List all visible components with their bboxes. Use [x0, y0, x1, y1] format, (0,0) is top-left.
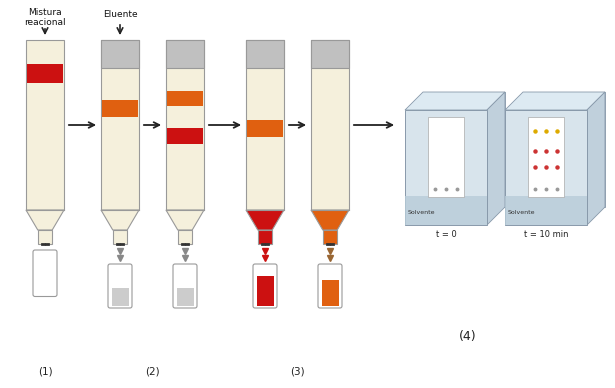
FancyBboxPatch shape	[101, 40, 139, 210]
Text: Solvente: Solvente	[408, 210, 435, 215]
FancyBboxPatch shape	[33, 250, 57, 296]
FancyBboxPatch shape	[256, 276, 274, 306]
FancyBboxPatch shape	[166, 40, 204, 68]
FancyBboxPatch shape	[247, 120, 283, 137]
FancyBboxPatch shape	[405, 196, 487, 225]
Polygon shape	[101, 210, 139, 230]
Polygon shape	[523, 92, 605, 207]
Polygon shape	[587, 92, 605, 225]
FancyBboxPatch shape	[246, 40, 284, 68]
FancyBboxPatch shape	[311, 40, 349, 68]
FancyBboxPatch shape	[178, 230, 192, 244]
Polygon shape	[423, 92, 505, 207]
FancyBboxPatch shape	[167, 91, 203, 106]
FancyBboxPatch shape	[253, 264, 277, 308]
FancyBboxPatch shape	[167, 128, 203, 144]
Polygon shape	[246, 210, 284, 230]
FancyBboxPatch shape	[102, 99, 138, 116]
FancyBboxPatch shape	[318, 264, 342, 308]
FancyBboxPatch shape	[528, 117, 564, 197]
Text: Mistura
reacional: Mistura reacional	[24, 8, 66, 28]
Text: (3): (3)	[290, 367, 305, 377]
FancyBboxPatch shape	[505, 196, 587, 225]
FancyBboxPatch shape	[111, 288, 129, 306]
FancyBboxPatch shape	[177, 288, 194, 306]
FancyBboxPatch shape	[405, 110, 487, 225]
Text: t = 10 min: t = 10 min	[524, 230, 568, 239]
Polygon shape	[505, 92, 605, 110]
Polygon shape	[311, 210, 349, 230]
FancyBboxPatch shape	[26, 40, 64, 210]
FancyBboxPatch shape	[322, 280, 338, 306]
FancyBboxPatch shape	[428, 117, 464, 197]
FancyBboxPatch shape	[505, 110, 587, 225]
FancyBboxPatch shape	[311, 40, 349, 210]
Text: (1): (1)	[38, 367, 52, 377]
Text: Solvente: Solvente	[508, 210, 536, 215]
Polygon shape	[405, 92, 505, 110]
Text: Eluente: Eluente	[103, 10, 137, 19]
FancyBboxPatch shape	[108, 264, 132, 308]
Text: (2): (2)	[145, 367, 160, 377]
Polygon shape	[166, 210, 204, 230]
FancyBboxPatch shape	[27, 64, 63, 83]
Polygon shape	[26, 210, 64, 230]
FancyBboxPatch shape	[173, 264, 197, 308]
FancyBboxPatch shape	[246, 40, 284, 210]
FancyBboxPatch shape	[101, 40, 139, 68]
Text: (4): (4)	[459, 330, 477, 343]
FancyBboxPatch shape	[113, 230, 127, 244]
FancyBboxPatch shape	[258, 230, 272, 244]
FancyBboxPatch shape	[38, 230, 52, 244]
Text: t = 0: t = 0	[435, 230, 456, 239]
FancyBboxPatch shape	[166, 40, 204, 210]
Polygon shape	[487, 92, 505, 225]
FancyBboxPatch shape	[323, 230, 337, 244]
